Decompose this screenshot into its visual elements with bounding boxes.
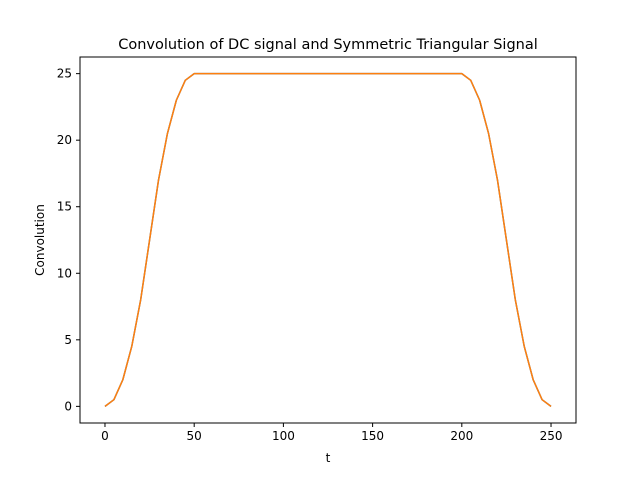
- x-tick-label: 100: [272, 429, 295, 443]
- plot-frame: [79, 56, 577, 424]
- y-axis-ticks: 0 5 10 15 20 25: [57, 67, 80, 413]
- y-tick-label: 0: [64, 399, 72, 413]
- x-axis-ticks: 0 50 100 150 200 250: [101, 423, 562, 443]
- x-axis-label: t: [326, 451, 331, 465]
- x-tick-label: 150: [361, 429, 384, 443]
- chart-title: Convolution of DC signal and Symmetric T…: [118, 37, 538, 53]
- series-line-2: [104, 72, 552, 407]
- y-tick-label: 5: [64, 333, 72, 347]
- y-axis-label: Convolution: [33, 204, 47, 276]
- x-tick-label: 50: [187, 429, 202, 443]
- y-tick-label: 15: [57, 200, 72, 214]
- plot-area: [80, 57, 576, 423]
- y-tick-label: 20: [57, 133, 72, 147]
- series-layer: [104, 72, 552, 407]
- x-tick-label: 250: [540, 429, 563, 443]
- x-tick-label: 200: [450, 429, 473, 443]
- y-tick-label: 25: [57, 67, 72, 81]
- x-tick-label: 0: [101, 429, 109, 443]
- y-tick-label: 10: [57, 266, 72, 280]
